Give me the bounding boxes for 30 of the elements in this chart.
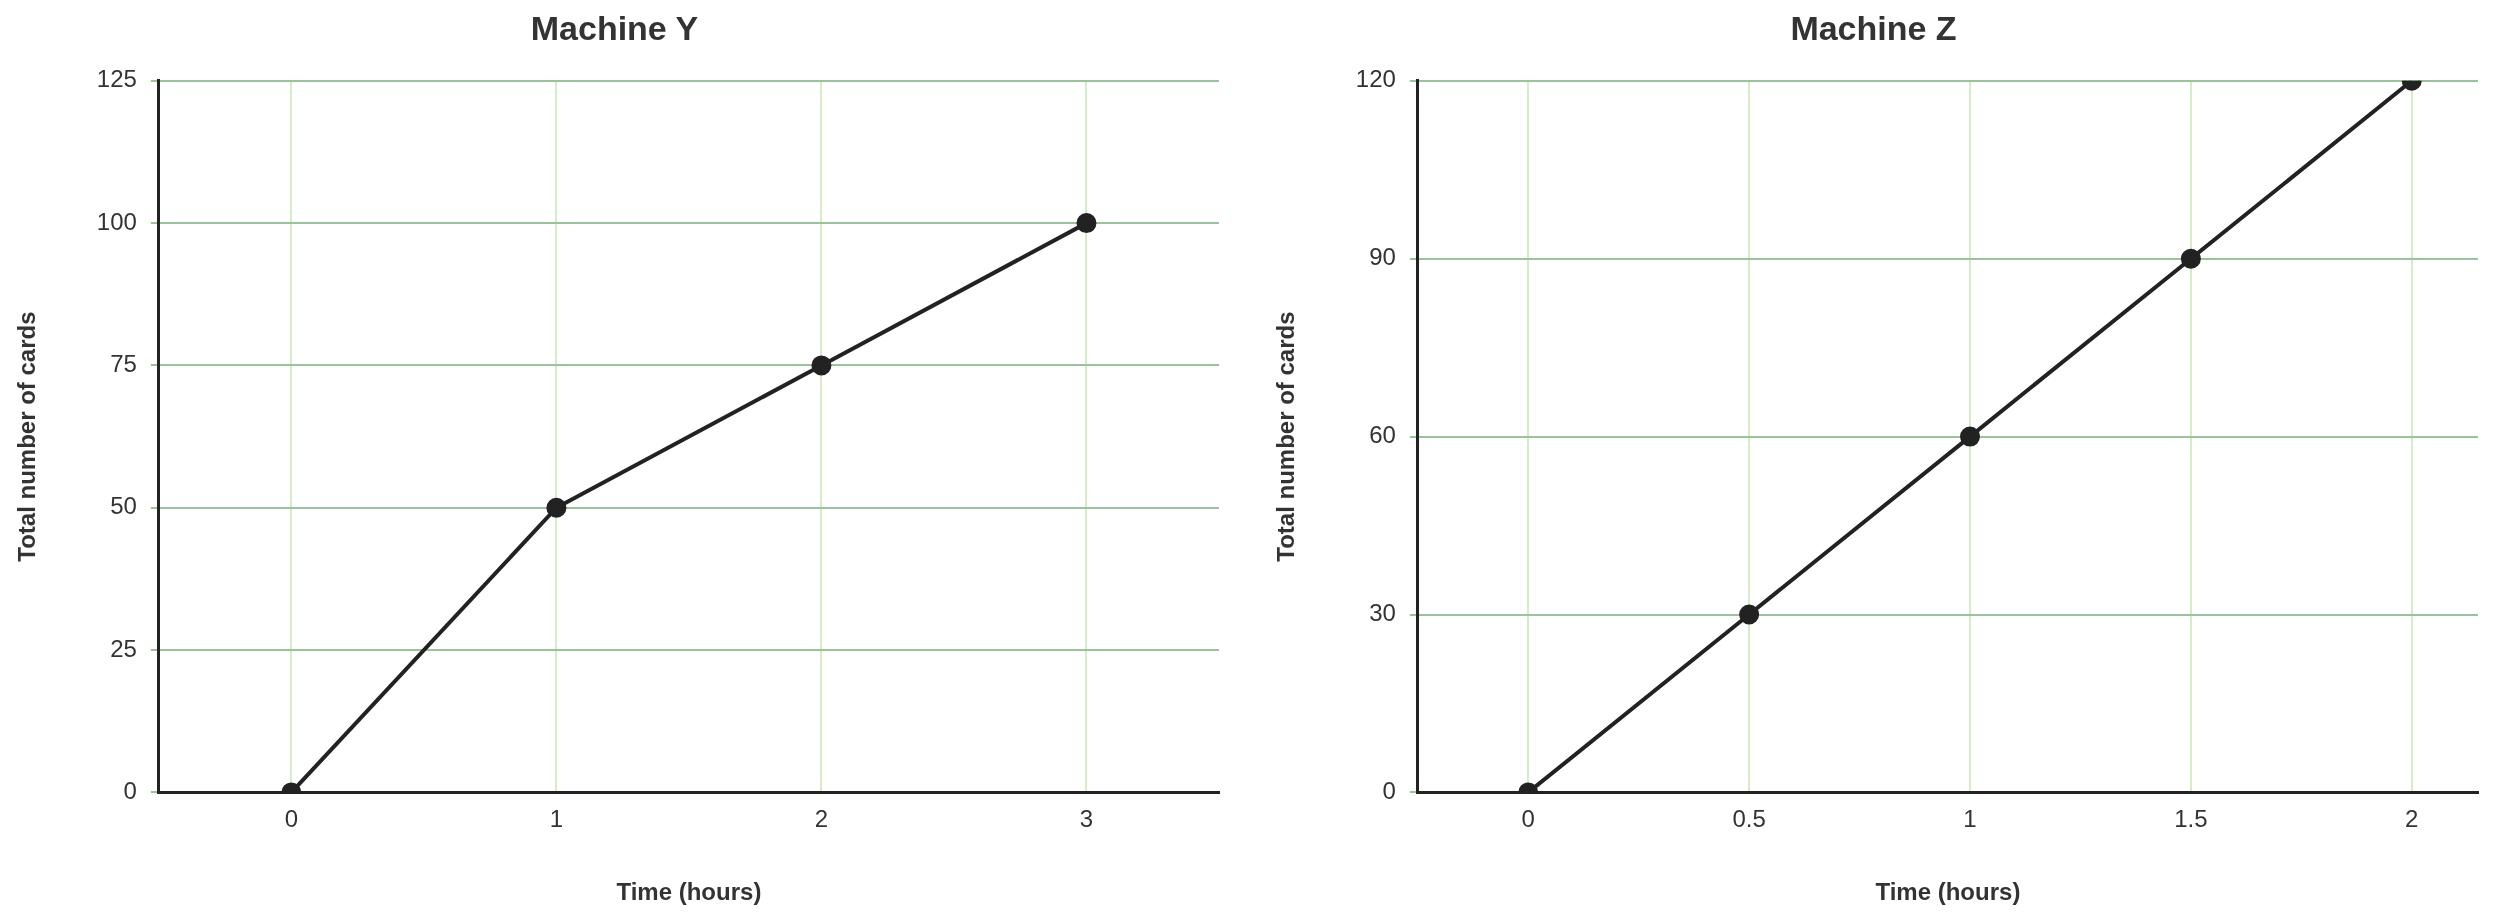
x-tick-label: 0.5	[1732, 805, 1766, 833]
x-tick-label: 2	[2405, 805, 2419, 833]
x-tick-label: 1	[1963, 805, 1977, 833]
chart-title: Machine Z	[1790, 8, 1957, 47]
y-tick-label: 0	[1382, 777, 1396, 805]
y-tick-label: 120	[1355, 65, 1396, 93]
y-tick-label: 60	[1369, 421, 1396, 449]
point	[811, 355, 832, 376]
y-tick-label: 0	[123, 777, 137, 805]
point	[546, 497, 567, 518]
x-tick-label: 1.5	[2174, 805, 2208, 833]
x-tick-label: 0	[284, 805, 299, 833]
point	[1076, 213, 1097, 234]
y-axis-title: Total number of cards	[13, 311, 41, 562]
x-tick-label: 0	[1521, 805, 1535, 833]
x-tick-label: 2	[814, 805, 829, 833]
y-tick-label: 25	[110, 634, 137, 662]
x-tick-label: 3	[1079, 805, 1094, 833]
x-tick-label: 1	[549, 805, 564, 833]
y-tick-label: 125	[96, 65, 137, 93]
x-axis-title: Time (hours)	[1875, 878, 2021, 906]
y-tick-label: 75	[110, 350, 137, 378]
y-tick-label: 90	[1369, 243, 1396, 271]
point	[1960, 426, 1981, 447]
x-axis-title: Time (hours)	[616, 878, 762, 906]
y-tick-label: 30	[1369, 599, 1396, 627]
y-tick-label: 50	[110, 492, 137, 520]
y-tick-label: 100	[96, 207, 137, 235]
chart-title: Machine Y	[530, 8, 699, 47]
y-axis-title: Total number of cards	[1272, 311, 1300, 562]
